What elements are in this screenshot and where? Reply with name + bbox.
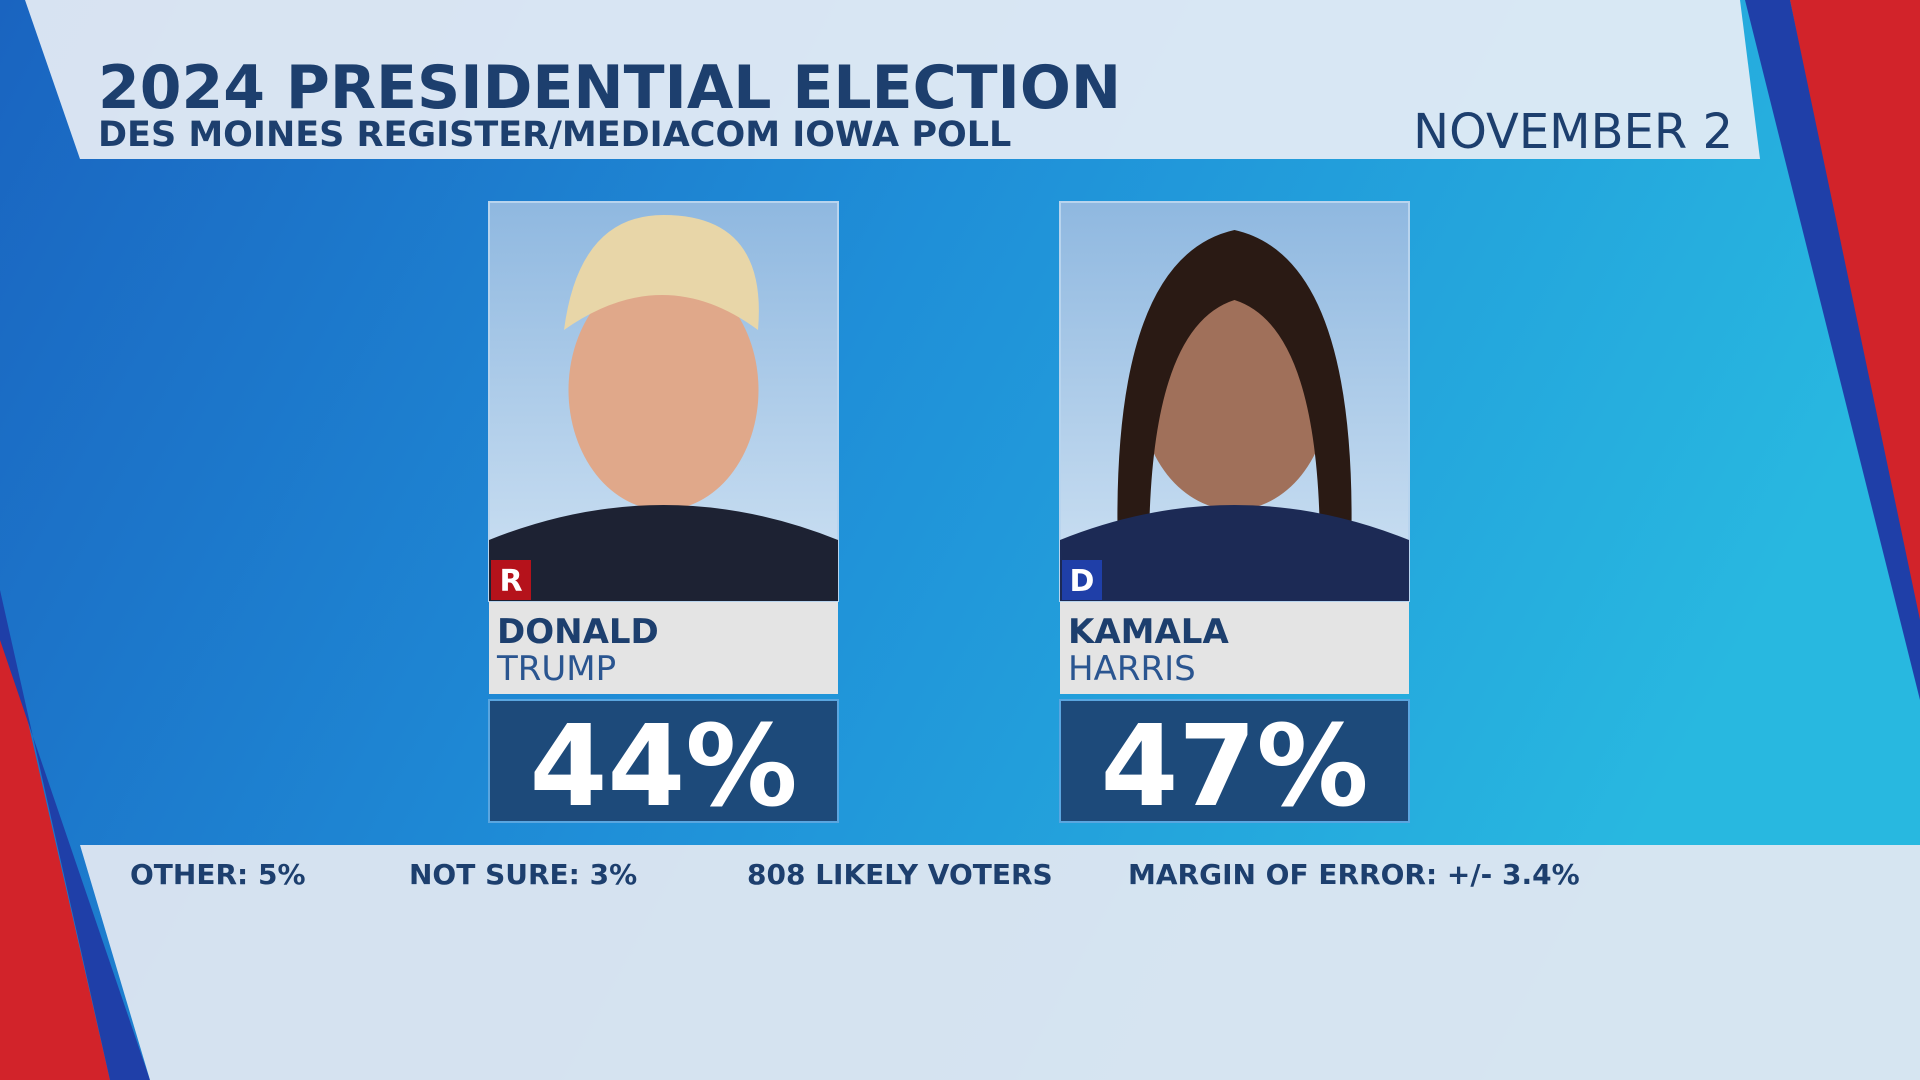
footer-item: NOT SURE: 3%: [409, 858, 637, 891]
party-letter: D: [1070, 564, 1095, 599]
party-badge: [491, 560, 531, 600]
name-box: [1060, 602, 1409, 694]
percent-box: [488, 699, 839, 823]
percent: 44%: [529, 702, 797, 832]
photo-hair: [1117, 230, 1352, 600]
footer-item: 808 LIKELY VOTERS: [747, 858, 1053, 891]
subtitle: DES MOINES REGISTER/MEDIACOM IOWA POLL: [98, 115, 1011, 155]
percent: 47%: [1100, 702, 1368, 832]
date: NOVEMBER 2: [1413, 104, 1733, 160]
footer: OTHER: 5% NOT SURE: 3% 808 LIKELY VOTERS MA…: [130, 858, 1580, 891]
header-band: [25, 0, 1760, 159]
name-box: [489, 602, 838, 694]
photo-body: [1060, 505, 1409, 601]
right-blue-stripe: [1745, 0, 1920, 700]
party-badge: [1062, 560, 1102, 600]
footer-item: MARGIN OF ERROR: +/- 3.4%: [1128, 858, 1580, 891]
footer-item: OTHER: 5%: [130, 858, 306, 891]
last-name: TRUMP: [496, 649, 616, 689]
first-name: KAMALA: [1068, 612, 1229, 652]
title: 2024 PRESIDENTIAL ELECTION: [98, 53, 1121, 123]
last-name: HARRIS: [1068, 649, 1196, 689]
photo-head: [568, 270, 759, 510]
photo-body: [489, 505, 838, 601]
footer-band: [80, 845, 1920, 1080]
percent-box: [1059, 699, 1410, 823]
photo-hair: [564, 215, 759, 330]
first-name: DONALD: [497, 612, 659, 652]
party-letter: R: [499, 564, 522, 599]
